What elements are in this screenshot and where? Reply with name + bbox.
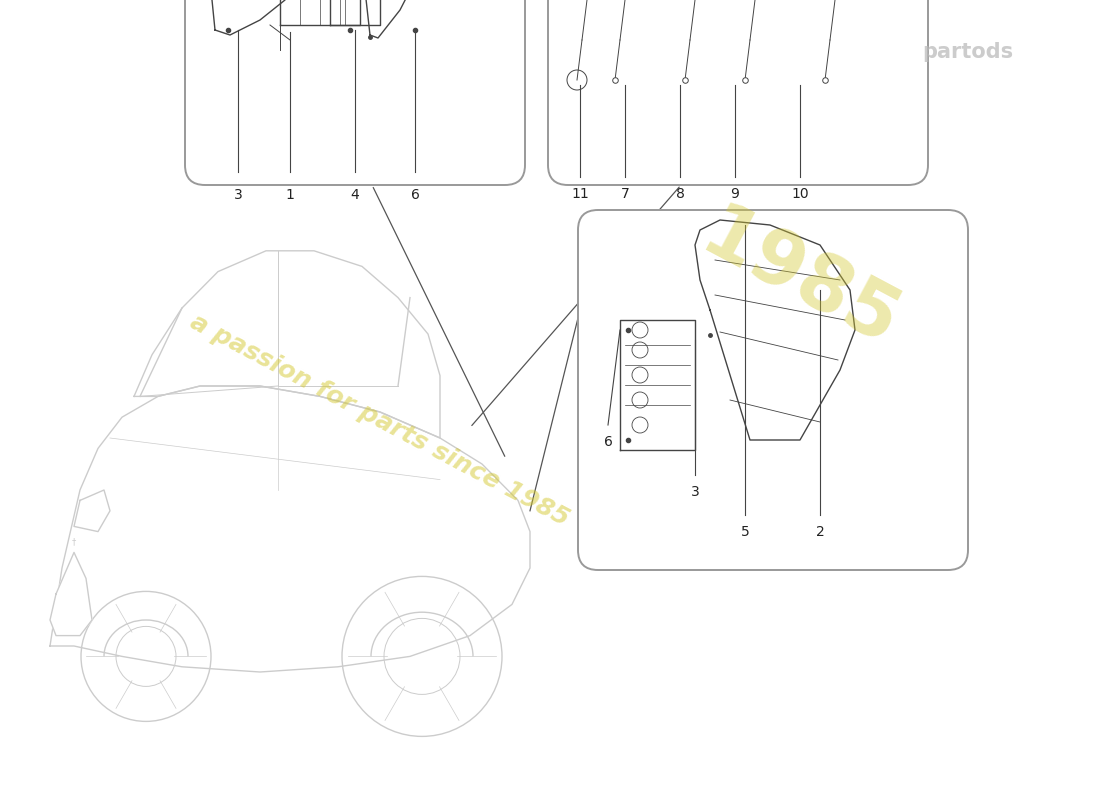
Polygon shape — [695, 220, 855, 440]
Polygon shape — [620, 320, 695, 450]
Text: 9: 9 — [730, 187, 739, 201]
Text: 4: 4 — [351, 188, 360, 202]
Text: 10: 10 — [791, 187, 808, 201]
FancyBboxPatch shape — [185, 0, 525, 185]
FancyBboxPatch shape — [578, 210, 968, 570]
Text: †: † — [72, 538, 76, 546]
Text: 6: 6 — [604, 435, 613, 449]
Polygon shape — [50, 386, 530, 672]
Text: a passion for parts since 1985: a passion for parts since 1985 — [187, 310, 573, 530]
Text: partods: partods — [923, 42, 1013, 62]
Text: 7: 7 — [620, 187, 629, 201]
Polygon shape — [210, 0, 295, 35]
Text: 8: 8 — [675, 187, 684, 201]
Polygon shape — [50, 552, 92, 635]
Text: 1: 1 — [286, 188, 295, 202]
Text: 6: 6 — [410, 188, 419, 202]
Polygon shape — [134, 250, 440, 438]
Polygon shape — [280, 0, 360, 25]
Polygon shape — [74, 490, 110, 531]
Text: 3: 3 — [233, 188, 242, 202]
Text: 2: 2 — [815, 525, 824, 539]
Text: 3: 3 — [691, 485, 700, 499]
Polygon shape — [365, 0, 420, 38]
Polygon shape — [330, 0, 380, 25]
Text: 1985: 1985 — [689, 198, 911, 362]
Text: 11: 11 — [571, 187, 588, 201]
Text: 5: 5 — [740, 525, 749, 539]
FancyBboxPatch shape — [548, 0, 928, 185]
